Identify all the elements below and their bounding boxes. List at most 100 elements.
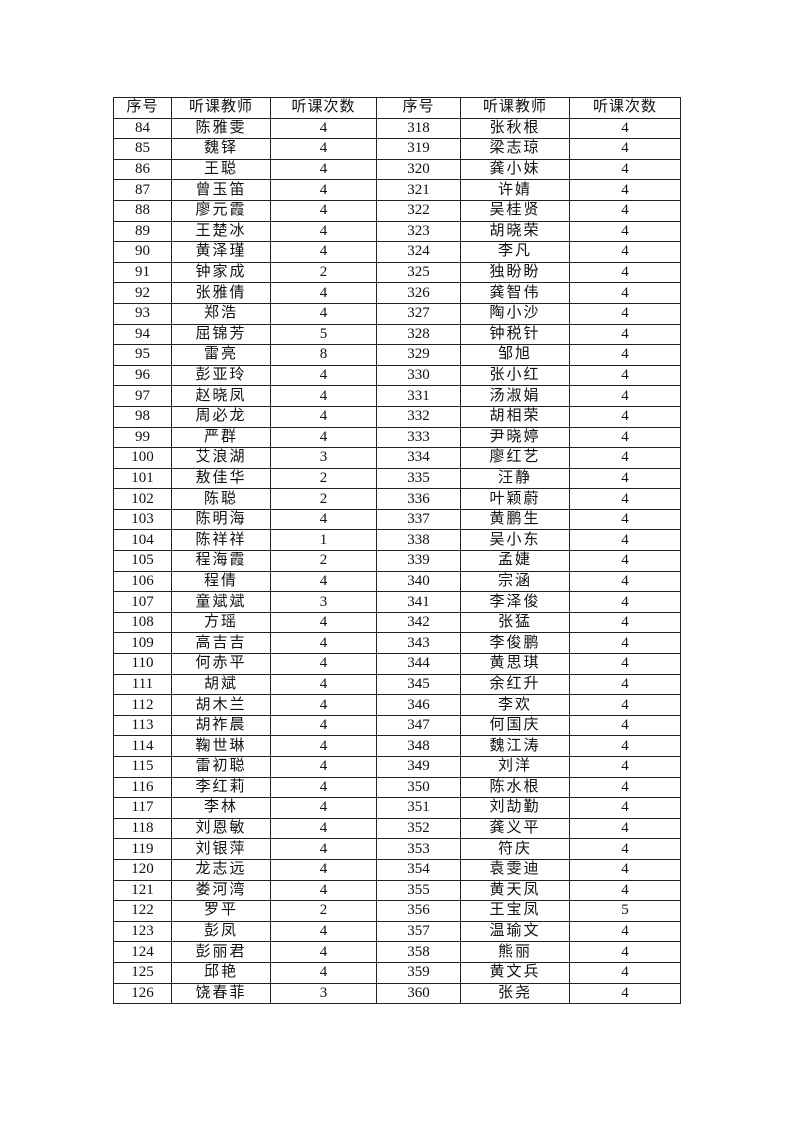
index-cell: 327 [376, 302, 461, 325]
index-cell: 112 [113, 694, 172, 716]
teacher-cell: 彭丽君 [171, 941, 271, 963]
count-cell: 4 [270, 220, 377, 243]
index-cell: 93 [113, 302, 172, 325]
teacher-cell: 廖红艺 [460, 447, 570, 469]
count-cell: 4 [270, 199, 377, 222]
count-cell: 4 [270, 117, 377, 140]
teacher-cell: 彭亚玲 [171, 364, 271, 387]
teacher-cell: 汤淑娟 [460, 385, 570, 407]
teacher-cell: 李林 [171, 797, 271, 819]
teacher-cell: 吴桂贤 [460, 199, 570, 222]
header-row: 序号 听课教师 听课次数 序号 听课教师 听课次数 [113, 97, 681, 119]
index-cell: 108 [113, 611, 172, 634]
count-cell: 4 [569, 508, 681, 531]
count-cell: 4 [270, 714, 377, 737]
teacher-cell: 雷初聪 [171, 756, 271, 778]
teacher-cell: 饶春菲 [171, 982, 271, 1005]
teacher-cell: 王楚冰 [171, 220, 271, 243]
index-cell: 348 [376, 735, 461, 757]
index-cell: 111 [113, 673, 172, 696]
count-cell: 8 [270, 344, 377, 366]
index-cell: 350 [376, 776, 461, 799]
teacher-cell: 黄思琪 [460, 653, 570, 675]
count-cell: 4 [569, 879, 681, 902]
teacher-cell: 廖元霞 [171, 199, 271, 222]
count-cell: 4 [270, 941, 377, 963]
teacher-cell: 钟税针 [460, 323, 570, 346]
index-cell: 340 [376, 570, 461, 593]
teacher-cell: 程海霞 [171, 550, 271, 572]
count-cell: 4 [270, 570, 377, 593]
count-cell: 4 [569, 961, 681, 984]
count-cell: 4 [270, 405, 377, 428]
count-cell: 4 [569, 447, 681, 469]
count-cell: 4 [270, 797, 377, 819]
teacher-cell: 钟家成 [171, 261, 271, 284]
teacher-cell: 刘银萍 [171, 838, 271, 860]
index-cell: 91 [113, 261, 172, 284]
teacher-cell: 黄泽瑾 [171, 241, 271, 263]
count-cell: 4 [569, 117, 681, 140]
count-cell: 4 [270, 858, 377, 881]
header-teacher: 听课教师 [171, 97, 271, 119]
teacher-cell: 童斌斌 [171, 591, 271, 613]
index-cell: 110 [113, 653, 172, 675]
table-row: 84 陈雅雯 4 318 张秋根 4 [113, 117, 681, 140]
count-cell: 4 [270, 611, 377, 634]
count-cell: 4 [569, 426, 681, 449]
index-cell: 100 [113, 447, 172, 469]
header-count-2: 听课次数 [569, 97, 681, 119]
teacher-cell: 尹晓婷 [460, 426, 570, 449]
table-row: 97 赵晓凤 4 331 汤淑娟 4 [113, 385, 681, 407]
teacher-cell: 李凡 [460, 241, 570, 263]
index-cell: 325 [376, 261, 461, 284]
index-cell: 360 [376, 982, 461, 1005]
teacher-cell: 温瑜文 [460, 920, 570, 943]
header-teacher-2: 听课教师 [460, 97, 570, 119]
table-row: 87 曾玉笛 4 321 许婧 4 [113, 179, 681, 201]
teacher-cell: 严群 [171, 426, 271, 449]
index-cell: 109 [113, 632, 172, 655]
table-row: 112 胡木兰 4 346 李欢 4 [113, 694, 681, 716]
teacher-cell: 胡木兰 [171, 694, 271, 716]
teacher-cell: 孟婕 [460, 550, 570, 572]
count-cell: 4 [569, 632, 681, 655]
teacher-cell: 陈雅雯 [171, 117, 271, 140]
index-cell: 358 [376, 941, 461, 963]
index-cell: 97 [113, 385, 172, 407]
count-cell: 4 [569, 776, 681, 799]
teacher-cell: 陶小沙 [460, 302, 570, 325]
index-cell: 342 [376, 611, 461, 634]
index-cell: 330 [376, 364, 461, 387]
table-row: 102 陈聪 2 336 叶颖蔚 4 [113, 488, 681, 510]
count-cell: 4 [569, 261, 681, 284]
index-cell: 95 [113, 344, 172, 366]
count-cell: 4 [569, 220, 681, 243]
count-cell: 4 [270, 138, 377, 160]
teacher-cell: 罗平 [171, 900, 271, 922]
index-cell: 121 [113, 879, 172, 902]
teacher-cell: 高吉吉 [171, 632, 271, 655]
count-cell: 4 [270, 364, 377, 387]
teacher-cell: 熊丽 [460, 941, 570, 963]
index-cell: 119 [113, 838, 172, 860]
count-cell: 4 [569, 241, 681, 263]
count-cell: 4 [569, 920, 681, 943]
count-cell: 3 [270, 447, 377, 469]
table-row: 126 饶春菲 3 360 张尧 4 [113, 982, 681, 1005]
index-cell: 339 [376, 550, 461, 572]
table-row: 99 严群 4 333 尹晓婷 4 [113, 426, 681, 449]
table-row: 95 雷亮 8 329 邹旭 4 [113, 344, 681, 366]
count-cell: 4 [270, 735, 377, 757]
count-cell: 4 [270, 158, 377, 181]
teacher-cell: 邹旭 [460, 344, 570, 366]
table-row: 93 郑浩 4 327 陶小沙 4 [113, 302, 681, 325]
table-row: 123 彭凤 4 357 温瑜文 4 [113, 920, 681, 943]
teacher-cell: 刘恩敏 [171, 817, 271, 840]
count-cell: 4 [569, 591, 681, 613]
teacher-cell: 袁雯迪 [460, 858, 570, 881]
index-cell: 359 [376, 961, 461, 984]
index-cell: 349 [376, 756, 461, 778]
index-cell: 333 [376, 426, 461, 449]
index-cell: 356 [376, 900, 461, 922]
